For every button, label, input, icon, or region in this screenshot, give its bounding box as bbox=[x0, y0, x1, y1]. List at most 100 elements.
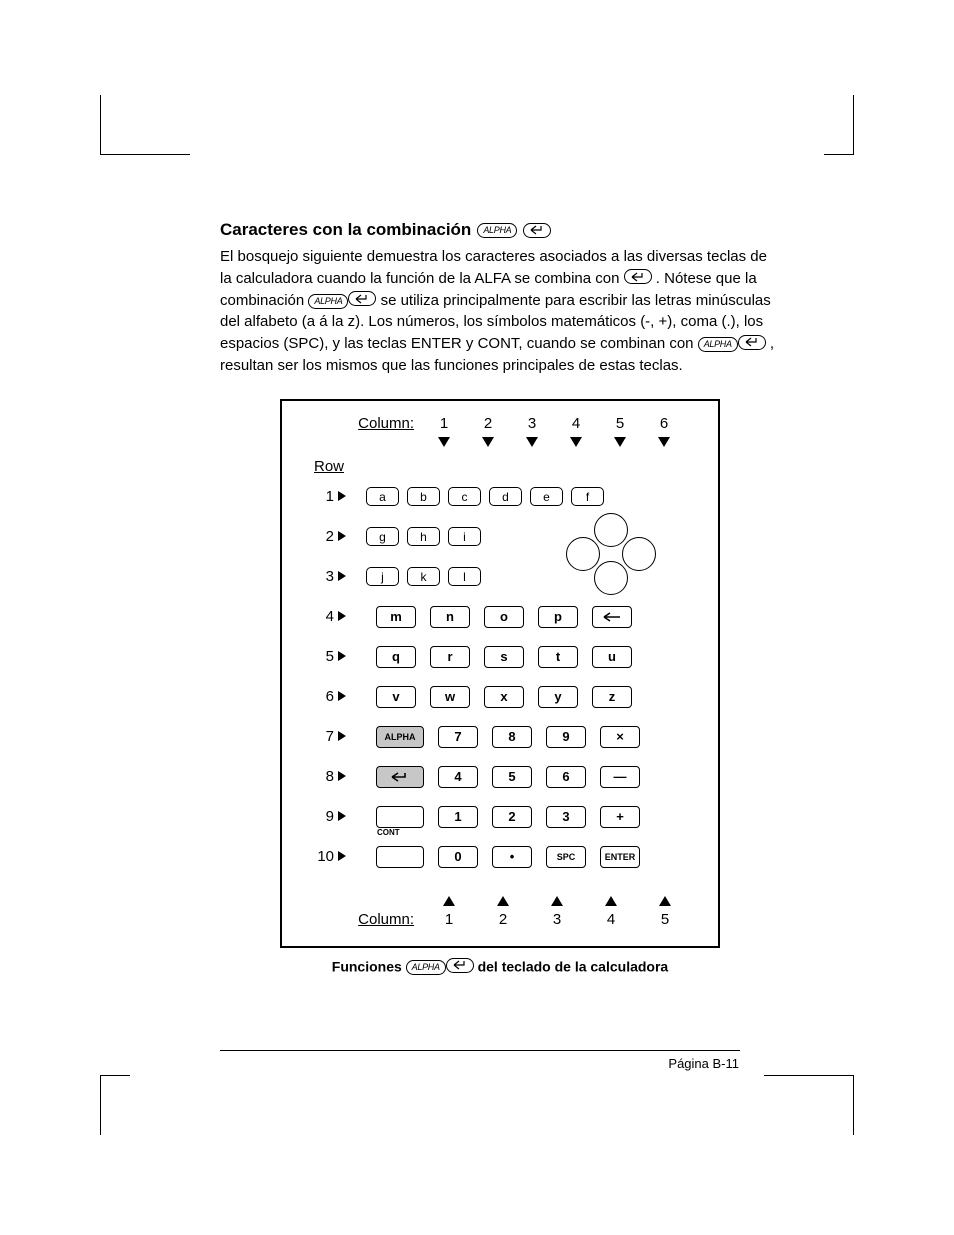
key: e bbox=[530, 487, 563, 506]
arrow-up-icon bbox=[584, 893, 638, 911]
alpha-keycap-icon: ALPHA bbox=[698, 337, 738, 352]
crop-mark-bottom-right bbox=[764, 1075, 854, 1135]
col-num: 1 bbox=[422, 415, 466, 432]
crop-mark-top-left bbox=[100, 95, 190, 155]
key: 5 bbox=[492, 766, 532, 788]
key: 8 bbox=[492, 726, 532, 748]
key: t bbox=[538, 646, 578, 668]
col-num: 5 bbox=[638, 911, 692, 928]
left-shift-keycap-icon bbox=[348, 291, 376, 306]
column-arrows-top bbox=[422, 434, 698, 452]
arrow-right-icon bbox=[338, 848, 356, 866]
key: 0 bbox=[438, 846, 478, 868]
left-shift-keycap-icon bbox=[446, 958, 474, 973]
column-arrows-bottom bbox=[422, 893, 698, 911]
dpad-left bbox=[566, 537, 600, 571]
enter-key: ENTER bbox=[600, 846, 640, 868]
arrow-up-icon bbox=[476, 893, 530, 911]
arrow-up-icon bbox=[530, 893, 584, 911]
key: g bbox=[366, 527, 399, 546]
arrow-right-icon bbox=[338, 808, 356, 826]
spc-key: SPC bbox=[546, 846, 586, 868]
key: 2 bbox=[492, 806, 532, 828]
arrow-right-icon bbox=[338, 688, 356, 706]
footer-rule bbox=[220, 1050, 740, 1051]
section-heading: Caracteres con la combinación ALPHA bbox=[220, 220, 780, 240]
arrow-right-icon bbox=[338, 488, 356, 506]
diagram-caption: Funciones ALPHA del teclado de la calcul… bbox=[280, 958, 720, 975]
key: z bbox=[592, 686, 632, 708]
row-number: 4 bbox=[296, 608, 338, 625]
crop-mark-top-right bbox=[824, 95, 854, 155]
key: y bbox=[538, 686, 578, 708]
arrow-up-icon bbox=[638, 893, 692, 911]
arrow-down-icon bbox=[598, 434, 642, 452]
blank-key: CONT bbox=[376, 806, 424, 828]
kb-row-9: 9 CONT 1 2 3 + bbox=[296, 797, 698, 837]
key: h bbox=[407, 527, 440, 546]
arrow-down-icon bbox=[642, 434, 686, 452]
kb-row-4: 4 m n o p bbox=[296, 597, 698, 637]
caption-part-a: Funciones bbox=[332, 958, 406, 974]
minus-key: — bbox=[600, 766, 640, 788]
row-number: 8 bbox=[296, 768, 338, 785]
arrow-right-icon bbox=[338, 768, 356, 786]
col-num: 3 bbox=[530, 911, 584, 928]
backspace-key bbox=[592, 606, 632, 628]
column-label-bottom: Column: bbox=[352, 911, 414, 928]
left-shift-key bbox=[376, 766, 424, 788]
key: k bbox=[407, 567, 440, 586]
left-shift-keycap-icon bbox=[738, 335, 766, 350]
multiply-key: × bbox=[600, 726, 640, 748]
arrow-down-icon bbox=[554, 434, 598, 452]
key: 4 bbox=[438, 766, 478, 788]
key: f bbox=[571, 487, 604, 506]
col-num: 6 bbox=[642, 415, 686, 432]
row-label: Row bbox=[314, 458, 698, 475]
kb-row-1: 1 a b c d e f bbox=[296, 477, 698, 517]
column-header-row: Column: 1 2 3 4 5 6 bbox=[352, 415, 698, 432]
key: b bbox=[407, 487, 440, 506]
kb-row-6: 6 v w x y z bbox=[296, 677, 698, 717]
key: j bbox=[366, 567, 399, 586]
key: 6 bbox=[546, 766, 586, 788]
row-number: 5 bbox=[296, 648, 338, 665]
col-num: 5 bbox=[598, 415, 642, 432]
key: d bbox=[489, 487, 522, 506]
heading-text: Caracteres con la combinación bbox=[220, 220, 471, 240]
row-number: 3 bbox=[296, 568, 338, 585]
kb-row-10: 10 0 • SPC ENTER bbox=[296, 837, 698, 877]
dpad-right bbox=[622, 537, 656, 571]
key: 7 bbox=[438, 726, 478, 748]
alpha-key: ALPHA bbox=[376, 726, 424, 748]
row-number: 10 bbox=[296, 848, 338, 865]
plus-key: + bbox=[600, 806, 640, 828]
caption-part-b: del teclado de la calculadora bbox=[478, 958, 669, 974]
row-number: 1 bbox=[296, 488, 338, 505]
kb-row-8: 8 4 5 6 — bbox=[296, 757, 698, 797]
arrow-right-icon bbox=[338, 608, 356, 626]
direction-pad bbox=[556, 513, 666, 595]
column-footer-row: Column: 1 2 3 4 5 bbox=[352, 911, 698, 928]
alpha-keycap-icon: ALPHA bbox=[308, 294, 348, 309]
col-num: 4 bbox=[554, 415, 598, 432]
key: w bbox=[430, 686, 470, 708]
arrow-up-icon bbox=[422, 893, 476, 911]
col-num: 4 bbox=[584, 911, 638, 928]
key: p bbox=[538, 606, 578, 628]
key: m bbox=[376, 606, 416, 628]
column-label-top: Column: bbox=[352, 415, 414, 432]
key: u bbox=[592, 646, 632, 668]
arrow-right-icon bbox=[338, 728, 356, 746]
kb-row-7: 7 ALPHA 7 8 9 × bbox=[296, 717, 698, 757]
key: o bbox=[484, 606, 524, 628]
cont-sublabel: CONT bbox=[377, 828, 400, 837]
col-num: 2 bbox=[466, 415, 510, 432]
dpad-down bbox=[594, 561, 628, 595]
col-num: 1 bbox=[422, 911, 476, 928]
col-num: 3 bbox=[510, 415, 554, 432]
arrow-right-icon bbox=[338, 528, 356, 546]
row-number: 2 bbox=[296, 528, 338, 545]
key: c bbox=[448, 487, 481, 506]
arrow-down-icon bbox=[510, 434, 554, 452]
